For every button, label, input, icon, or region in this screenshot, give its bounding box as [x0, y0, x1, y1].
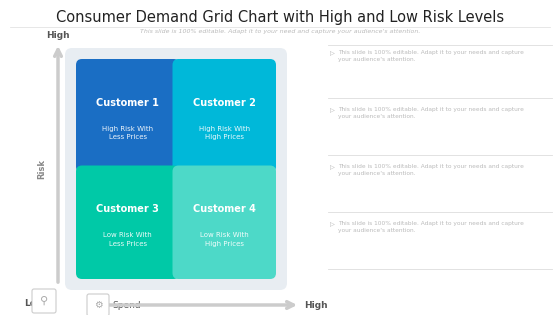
Text: ▷: ▷	[330, 222, 335, 227]
Text: Consumer Demand Grid Chart with High and Low Risk Levels: Consumer Demand Grid Chart with High and…	[56, 10, 504, 25]
Text: High: High	[46, 31, 70, 40]
FancyBboxPatch shape	[76, 59, 180, 173]
Text: Customer 4: Customer 4	[193, 204, 256, 214]
Text: This slide is 100% editable. Adapt it to your needs and capture
your audience's : This slide is 100% editable. Adapt it to…	[338, 50, 524, 62]
Text: This slide is 100% editable. Adapt it to your need and capture your audience's a: This slide is 100% editable. Adapt it to…	[140, 29, 420, 34]
Text: Low: Low	[24, 299, 44, 308]
Text: Customer 1: Customer 1	[96, 98, 159, 107]
Text: Low Risk With
Less Prices: Low Risk With Less Prices	[104, 232, 152, 247]
Text: Customer 3: Customer 3	[96, 204, 159, 214]
Text: ⚲: ⚲	[40, 296, 48, 306]
Text: This slide is 100% editable. Adapt it to your needs and capture
your audience's : This slide is 100% editable. Adapt it to…	[338, 164, 524, 176]
Text: High: High	[304, 301, 328, 310]
FancyBboxPatch shape	[172, 59, 276, 173]
Text: This slide is 100% editable. Adapt it to your needs and capture
your audience's : This slide is 100% editable. Adapt it to…	[338, 221, 524, 233]
FancyBboxPatch shape	[76, 165, 180, 279]
Text: Customer 2: Customer 2	[193, 98, 256, 107]
Text: ⚙: ⚙	[94, 300, 102, 310]
Text: Risk: Risk	[38, 159, 46, 179]
FancyBboxPatch shape	[172, 165, 276, 279]
Text: ▷: ▷	[330, 51, 335, 56]
FancyBboxPatch shape	[32, 289, 56, 313]
Text: High Risk With
Less Prices: High Risk With Less Prices	[102, 126, 153, 140]
Text: High Risk With
High Prices: High Risk With High Prices	[199, 126, 250, 140]
Text: Low Risk With
High Prices: Low Risk With High Prices	[200, 232, 249, 247]
Text: ▷: ▷	[330, 108, 335, 113]
Text: ▷: ▷	[330, 165, 335, 170]
Text: Spend: Spend	[112, 301, 141, 310]
FancyBboxPatch shape	[87, 294, 109, 315]
FancyBboxPatch shape	[65, 48, 287, 290]
Text: This slide is 100% editable. Adapt it to your needs and capture
your audience's : This slide is 100% editable. Adapt it to…	[338, 107, 524, 119]
